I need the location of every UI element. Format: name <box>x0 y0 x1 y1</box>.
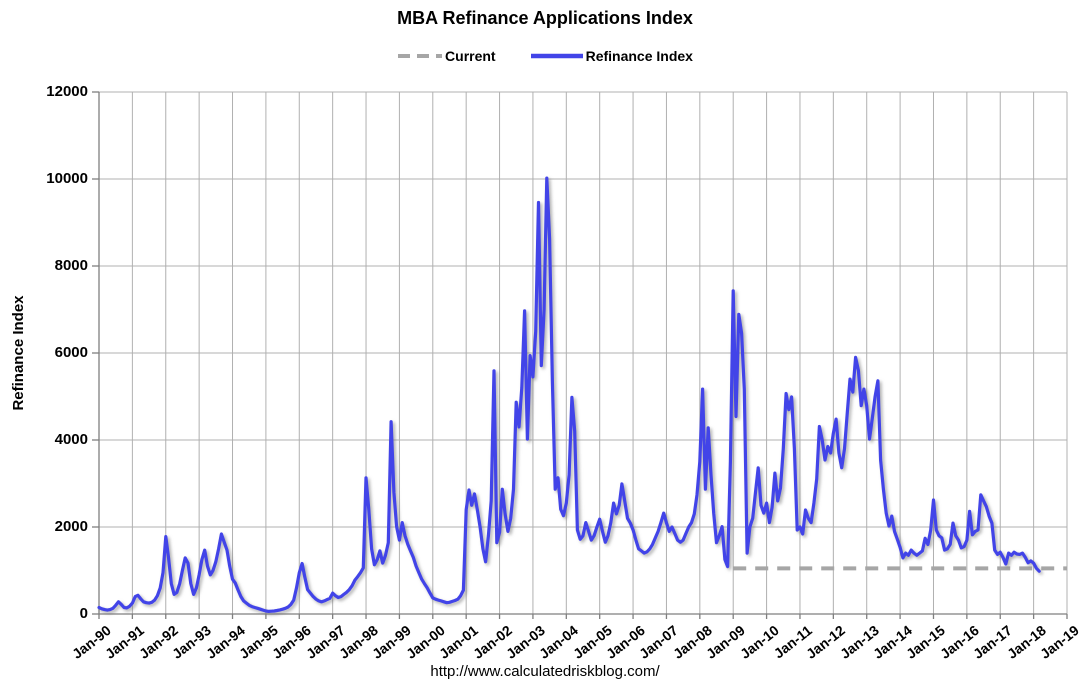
plot-area <box>92 91 1068 619</box>
legend-label-refinance-index: Refinance Index <box>585 48 693 64</box>
y-tick-label: 6000 <box>54 344 88 361</box>
y-tick-label: 10000 <box>46 170 88 187</box>
y-tick-label: 4000 <box>54 431 88 448</box>
refinance-index-line <box>97 176 1041 613</box>
legend-item-refinance-index: Refinance Index <box>530 48 693 64</box>
y-tick-label: 2000 <box>54 518 88 535</box>
chart-title: MBA Refinance Applications Index <box>397 8 693 28</box>
y-tick-label: 8000 <box>54 257 88 274</box>
legend-item-current: Current <box>397 48 496 64</box>
legend-label-current: Current <box>445 48 496 64</box>
solid-line-sample-icon <box>530 53 583 59</box>
y-tick-label: 12000 <box>46 83 88 100</box>
dashed-line-sample-icon <box>398 54 443 58</box>
footer-url: http://www.calculatedriskblog.com/ <box>430 663 660 680</box>
y-tick-label: 0 <box>79 605 88 622</box>
legend: Current Refinance Index <box>0 48 1090 64</box>
